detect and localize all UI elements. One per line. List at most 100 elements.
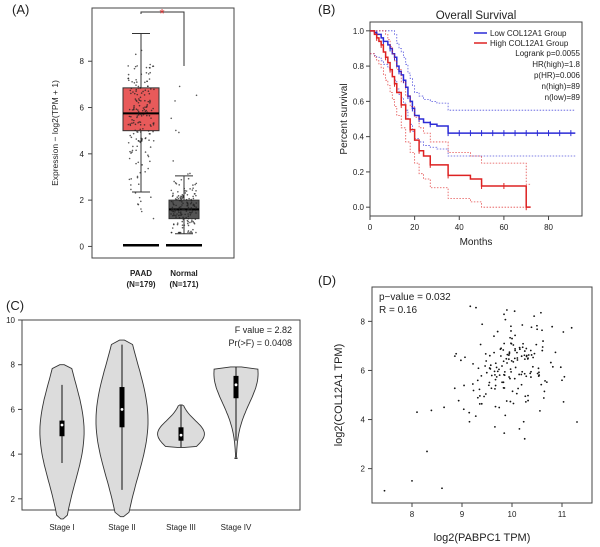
panel-a-point (183, 187, 186, 190)
panel-d-point (505, 309, 508, 311)
panel-a-point (133, 81, 136, 84)
panel-a-point (139, 121, 142, 123)
panel-a-point (176, 198, 178, 201)
panel-d-point (523, 372, 526, 375)
panel-d-point (521, 324, 524, 326)
panel-b-stat-0: Logrank p=0.0055 (515, 49, 580, 58)
panel-d-point (494, 373, 496, 376)
panel-a-point (177, 210, 180, 212)
panel-a-point (149, 146, 152, 148)
panel-d-point (506, 353, 509, 356)
panel-d-point (475, 306, 477, 309)
panel-d-point (530, 370, 532, 373)
panel-d-point (501, 365, 503, 367)
panel-a-point (185, 216, 187, 219)
panel-a-point (175, 216, 177, 218)
panel-a-point (134, 123, 137, 126)
panel-a-point (186, 204, 188, 207)
panel-a-point (175, 183, 178, 185)
panel-a-point (140, 92, 143, 94)
panel-c-box-stage-1 (59, 420, 65, 437)
panel-a-point (190, 230, 192, 233)
panel-a-point (186, 219, 189, 222)
panel-d-point (479, 343, 482, 346)
panel-d-point (504, 318, 507, 321)
panel-a-point (147, 100, 150, 103)
panel-a-point (182, 195, 185, 197)
panel-d-point (525, 375, 528, 378)
panel-d-point (514, 334, 516, 337)
panel-d-point (489, 364, 492, 367)
panel-a-point (135, 78, 137, 81)
panel-d-point (518, 348, 521, 351)
panel-a-point (182, 216, 184, 219)
panel-c-y-tick-label: 6 (11, 405, 16, 414)
panel-a-point (132, 145, 134, 148)
panel-a-point (178, 131, 180, 134)
panel-a-point (175, 129, 177, 132)
panel-d-point (411, 480, 413, 482)
panel-a-point (192, 184, 194, 186)
panel-b-high-group-ci-lower (370, 53, 531, 208)
panel-a-point (180, 178, 183, 181)
panel-a-point (181, 193, 184, 196)
panel-d-y-axis-label: log2(COL12A1 TPM) (333, 344, 345, 447)
panel-a-point (150, 125, 152, 127)
panel-a-point (174, 198, 177, 200)
panel-d-point (499, 348, 502, 351)
panel-d-point (576, 421, 578, 423)
panel-d-frame (371, 286, 593, 504)
panel-d-point (538, 371, 540, 374)
panel-a-point (190, 198, 193, 201)
panel-b-title: Overall Survival (436, 10, 517, 22)
panel-d-point (537, 375, 540, 377)
panel-d-point (518, 373, 521, 376)
panel-a-point (192, 220, 194, 223)
panel-a-point (134, 129, 136, 132)
panel-a-point (137, 114, 140, 116)
panel-d-point (514, 348, 516, 350)
panel-a-point (145, 72, 148, 74)
panel-d-point (468, 420, 471, 423)
panel-a-point (147, 167, 149, 170)
panel-d-x-tick-label: 8 (410, 510, 415, 519)
panel-a-point (192, 228, 194, 231)
panel-b-y-axis-label: Percent survival (339, 83, 350, 154)
panel-d-point (541, 329, 543, 332)
panel-d-point (540, 311, 542, 314)
panel-a-point (137, 85, 140, 88)
panel-d-point (513, 357, 516, 360)
panel-a-point (132, 91, 134, 93)
panel-d-point (485, 360, 488, 362)
panel-d-point (529, 349, 532, 352)
panel-d-point (543, 390, 546, 393)
panel-d-point (501, 381, 503, 384)
panel-d-point (525, 354, 528, 357)
panel-a-point (178, 211, 180, 214)
panel-a-group-n: (N=179) (126, 280, 155, 289)
panel-a-point (195, 206, 197, 208)
panel-d-point (518, 427, 521, 430)
panel-a-point (143, 124, 146, 126)
panel-d-point (509, 336, 512, 339)
panel-a-point (187, 230, 190, 232)
panel-c-group-label: Stage IV (221, 523, 252, 532)
panel-a-point (147, 73, 150, 75)
panel-d-point (503, 342, 506, 345)
panel-a-point (187, 224, 190, 227)
panel-a-point (189, 231, 191, 234)
panel-a-y-tick-label: 0 (80, 242, 85, 251)
panel-a-group-label: PAAD (130, 269, 152, 278)
panel-d-point (496, 370, 499, 373)
panel-a-point (178, 85, 181, 88)
panel-d-point (523, 358, 526, 361)
panel-d-point (455, 352, 458, 355)
panel-a-point (134, 53, 137, 56)
panel-d-point (510, 370, 512, 373)
panel-a-point (149, 88, 152, 90)
panel-d-point (516, 359, 519, 361)
panel-a-point (128, 178, 131, 181)
panel-a-point (136, 176, 139, 179)
panel-a-point (178, 216, 181, 219)
panel-a-point (140, 49, 143, 52)
